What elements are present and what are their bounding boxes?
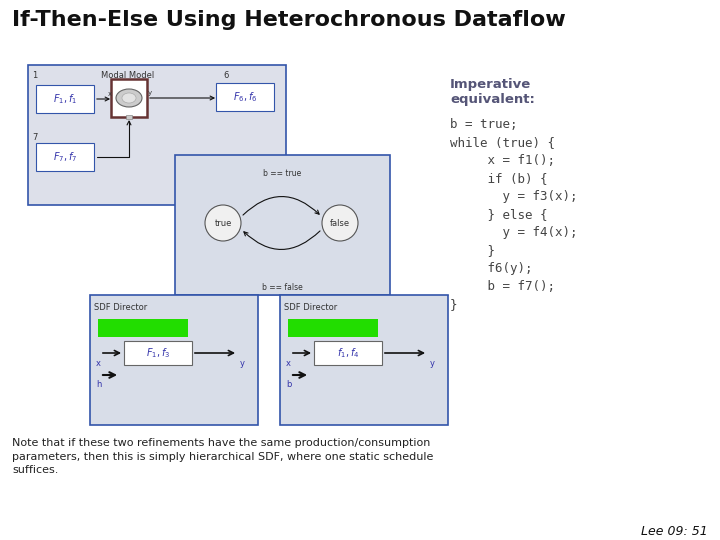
Circle shape — [205, 205, 241, 241]
FancyBboxPatch shape — [28, 65, 286, 205]
FancyBboxPatch shape — [280, 295, 448, 425]
Text: 6: 6 — [223, 71, 228, 80]
Text: y: y — [240, 359, 245, 368]
Text: $F_7, f_7$: $F_7, f_7$ — [53, 150, 77, 164]
Text: SDF Director: SDF Director — [284, 303, 337, 312]
Text: b: b — [286, 380, 292, 389]
FancyBboxPatch shape — [98, 319, 188, 337]
Text: x: x — [96, 359, 101, 368]
Text: $F_6, f_6$: $F_6, f_6$ — [233, 90, 257, 104]
Text: $F_1, f_1$: $F_1, f_1$ — [53, 92, 77, 106]
Ellipse shape — [116, 89, 142, 107]
FancyBboxPatch shape — [90, 295, 258, 425]
Text: h: h — [96, 380, 102, 389]
Text: If-Then-Else Using Heterochronous Dataflow: If-Then-Else Using Heterochronous Datafl… — [12, 10, 566, 30]
Circle shape — [322, 205, 358, 241]
FancyBboxPatch shape — [314, 341, 382, 365]
FancyBboxPatch shape — [111, 79, 147, 117]
Text: x: x — [108, 91, 112, 97]
Text: $F_1, f_3$: $F_1, f_3$ — [145, 346, 170, 360]
Text: Modal Model: Modal Model — [102, 71, 155, 80]
FancyBboxPatch shape — [216, 83, 274, 111]
FancyBboxPatch shape — [175, 155, 390, 295]
FancyBboxPatch shape — [36, 85, 94, 113]
Text: y: y — [148, 90, 152, 96]
Text: y: y — [430, 359, 435, 368]
FancyBboxPatch shape — [288, 319, 378, 337]
Text: 1: 1 — [32, 71, 37, 80]
Text: 7: 7 — [32, 133, 37, 142]
FancyBboxPatch shape — [36, 143, 94, 171]
Text: $f_1, f_4$: $f_1, f_4$ — [337, 346, 359, 360]
Text: Imperative
equivalent:: Imperative equivalent: — [450, 78, 535, 106]
FancyBboxPatch shape — [126, 115, 132, 119]
Text: true: true — [215, 219, 232, 227]
Text: false: false — [330, 219, 350, 227]
Text: b = true;
while (true) {
     x = f1();
     if (b) {
       y = f3(x);
     } e: b = true; while (true) { x = f1(); if (b… — [450, 118, 577, 311]
Text: x: x — [286, 359, 291, 368]
Text: Lee 09: 51: Lee 09: 51 — [642, 525, 708, 538]
Text: b == false: b == false — [262, 283, 303, 292]
Ellipse shape — [122, 93, 136, 103]
Text: b == true: b == true — [264, 169, 302, 178]
FancyBboxPatch shape — [124, 341, 192, 365]
Text: SDF Director: SDF Director — [94, 303, 148, 312]
Text: Note that if these two refinements have the same production/consumption
paramete: Note that if these two refinements have … — [12, 438, 433, 475]
